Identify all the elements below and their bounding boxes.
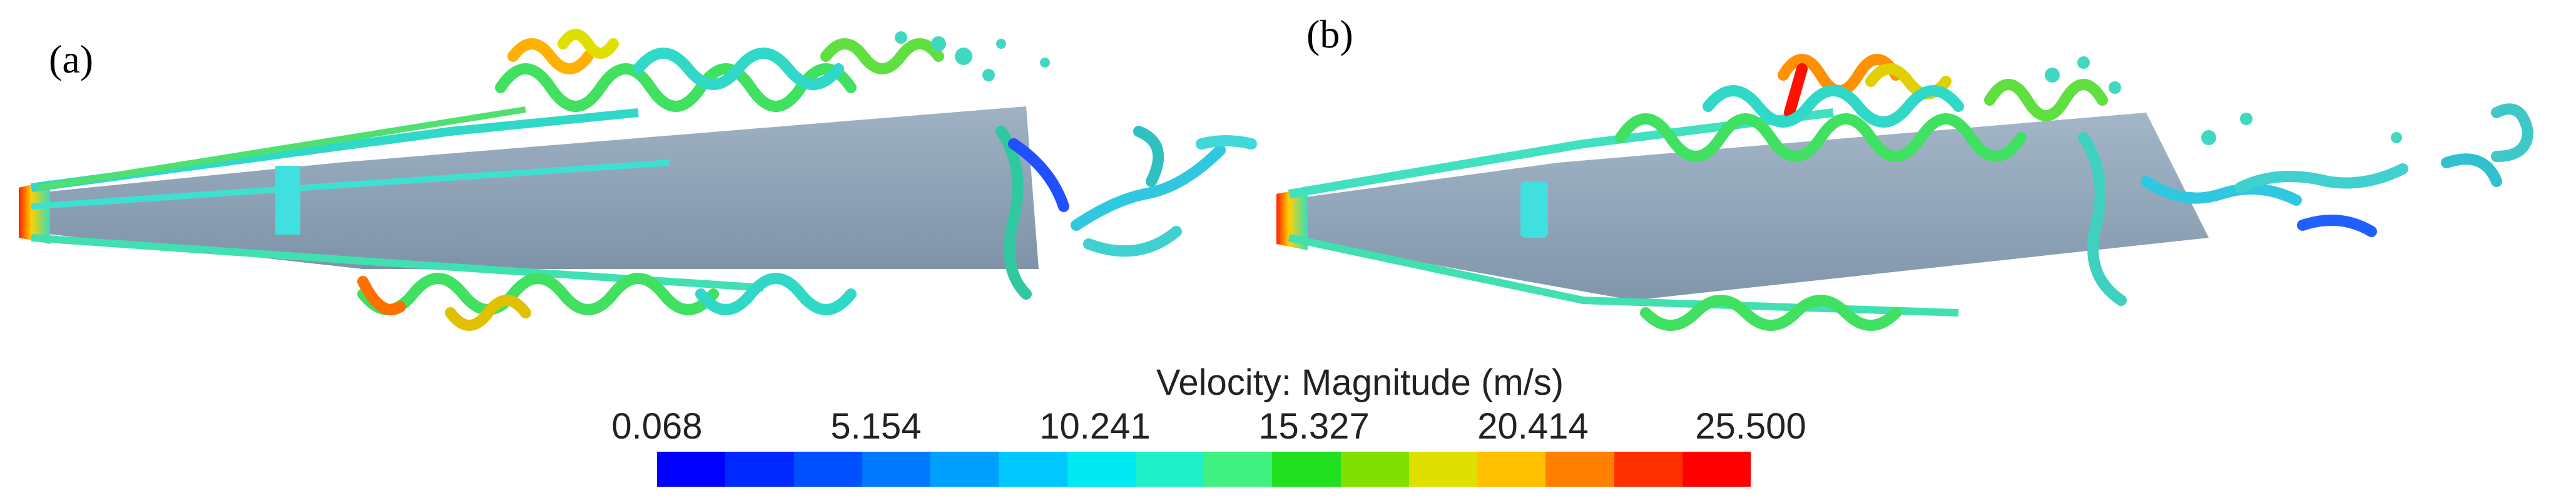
colorbar-segment: [1614, 452, 1683, 487]
velocity-colorbar: [657, 452, 1751, 487]
colorbar-segment: [1408, 452, 1477, 487]
colorbar-tick-label: 20.414: [1477, 406, 1589, 447]
body-surface-b: [1283, 113, 2209, 300]
legend-title: Velocity: Magnitude (m/s): [1156, 362, 1564, 403]
colorbar-tick-label: 0.068: [611, 406, 703, 447]
vortex-render-b: [1276, 54, 2534, 331]
colorbar-segment: [1682, 452, 1751, 487]
colorbar-segment: [793, 452, 862, 487]
panel-label-a: (a): [49, 37, 94, 81]
colorbar-segment: [725, 452, 794, 487]
colorbar-tick-label: 25.500: [1695, 406, 1806, 447]
colorbar-segment: [1340, 452, 1409, 487]
colorbar-tick-label: 15.327: [1258, 406, 1370, 447]
colorbar-tick-label: 5.154: [830, 406, 922, 447]
colorbar-segment: [862, 452, 930, 487]
panel-label-b: (b): [1306, 12, 1353, 56]
colorbar-segment: [1204, 452, 1273, 487]
colorbar-tick-label: 10.241: [1039, 406, 1151, 447]
colorbar-segment: [999, 452, 1067, 487]
colorbar-segment: [1135, 452, 1204, 487]
vortex-render-a: [19, 29, 1257, 331]
colorbar-segment: [657, 452, 726, 487]
colorbar-segment: [930, 452, 999, 487]
colorbar-segment: [1067, 452, 1136, 487]
colorbar-segment: [1545, 452, 1614, 487]
colorbar-segment: [1477, 452, 1546, 487]
colorbar-segment: [1272, 452, 1341, 487]
